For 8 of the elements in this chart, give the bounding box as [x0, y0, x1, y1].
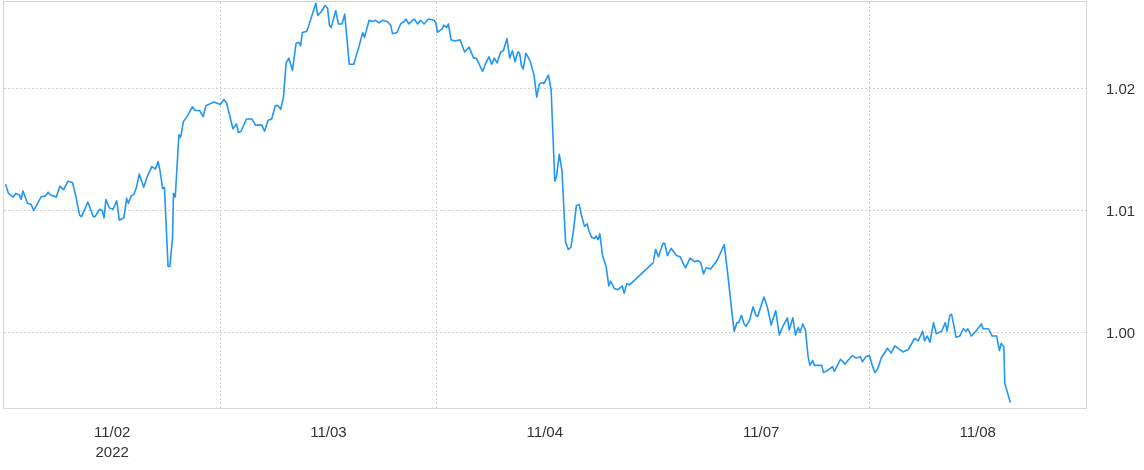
x-tick-label: 11/04 [526, 423, 564, 440]
y-tick-label: 1.01 [1106, 201, 1136, 219]
x-tick-label: 11/07 [743, 423, 780, 440]
x-tick-label: 11/02 2022 [93, 423, 131, 460]
y-tick-label: 1.00 [1106, 323, 1136, 341]
x-tick-label: 11/03 [310, 423, 347, 440]
y-tick-label: 1.02 [1106, 79, 1136, 97]
x-tick-label: 11/08 [959, 423, 997, 440]
